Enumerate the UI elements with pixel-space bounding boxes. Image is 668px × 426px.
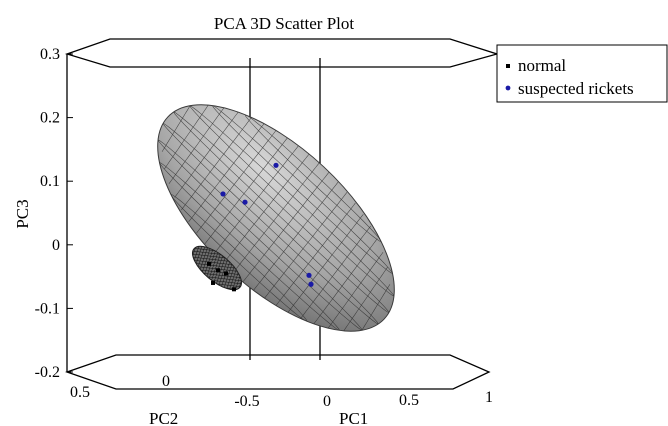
mesh-line <box>175 300 260 310</box>
mesh-line <box>222 153 310 265</box>
point-suspected-rickets <box>273 162 279 168</box>
mesh-line <box>157 139 363 331</box>
mesh-line <box>185 290 249 298</box>
pc2-axis-label: PC2 <box>149 409 178 426</box>
mesh-line <box>164 101 211 170</box>
mesh-line <box>212 105 394 275</box>
legend-label-suspected-rickets: suspected rickets <box>518 79 634 98</box>
mesh-line <box>185 293 249 298</box>
pc3-tick-label: -0.2 <box>35 364 60 381</box>
mesh-line <box>299 225 371 321</box>
point-suspected-rickets <box>306 272 312 278</box>
pc3-ticks: 0.3 0.2 0.1 0 -0.1 -0.2 <box>35 46 73 381</box>
pc2-tick-0: 0.5 <box>70 384 90 401</box>
data-points <box>207 162 314 292</box>
ellipsoid-suspected-rickets <box>157 100 395 336</box>
point-normal <box>232 287 236 292</box>
point-normal <box>207 261 211 266</box>
mesh-line <box>286 214 364 314</box>
legend-box <box>496 44 668 103</box>
mesh-line <box>242 171 330 283</box>
pc3-tick-label: 0.2 <box>40 110 60 127</box>
mesh-line <box>174 110 240 198</box>
mesh-line <box>160 240 180 300</box>
pc3-tick-label: 0.1 <box>40 173 60 190</box>
point-normal <box>211 280 215 285</box>
mesh-line <box>181 115 253 211</box>
legend-marker-suspected-rickets <box>505 85 511 91</box>
mesh-line <box>275 202 356 307</box>
pc2-tick-1: 0 <box>162 373 170 390</box>
legend-marker-normal <box>506 64 510 68</box>
mesh-line <box>232 162 320 274</box>
mesh-line <box>168 105 226 184</box>
mesh-line <box>185 239 196 298</box>
mesh-line <box>185 239 193 298</box>
pc3-tick-label: -0.1 <box>35 300 60 317</box>
legend: normal suspected rickets <box>496 44 668 103</box>
pc3-axis-label: PC3 <box>13 199 32 228</box>
mesh-line <box>163 240 183 300</box>
mesh-line <box>185 239 199 298</box>
point-suspected-rickets <box>242 199 248 205</box>
pc2-tick-labels: 0.5 0 -0.5 <box>70 373 260 410</box>
mesh-line <box>185 296 249 298</box>
pc1-tick-2: 1 <box>485 389 493 406</box>
box-top-face <box>64 38 500 68</box>
mesh-line <box>213 145 300 255</box>
pc1-tick-0: 0 <box>323 393 331 410</box>
pc3-tick-label: 0.3 <box>40 46 60 63</box>
pc1-axis-label: PC1 <box>339 409 368 426</box>
mesh-line <box>341 266 388 335</box>
mesh-line <box>185 239 190 298</box>
mesh-line <box>185 239 187 298</box>
mesh-line <box>185 287 249 298</box>
box-bottom-face <box>65 354 491 390</box>
point-suspected-rickets <box>308 281 314 287</box>
mesh-line <box>188 122 266 222</box>
mesh-line <box>312 238 378 326</box>
point-normal <box>224 271 228 276</box>
chart-title: PCA 3D Scatter Plot <box>214 14 355 33</box>
mesh-line <box>326 252 384 331</box>
pc1-tick-labels: 0 0.5 1 <box>323 389 493 410</box>
pc1-tick-1: 0.5 <box>399 392 419 409</box>
pc2-tick-2: -0.5 <box>234 393 259 410</box>
mesh-line <box>185 284 249 296</box>
point-normal <box>216 268 220 273</box>
mesh-line <box>185 239 202 298</box>
legend-label-normal: normal <box>518 56 566 75</box>
mesh-line <box>252 181 339 291</box>
pc3-tick-label: 0 <box>52 237 60 254</box>
point-suspected-rickets <box>220 191 226 197</box>
mesh-line <box>196 129 277 234</box>
